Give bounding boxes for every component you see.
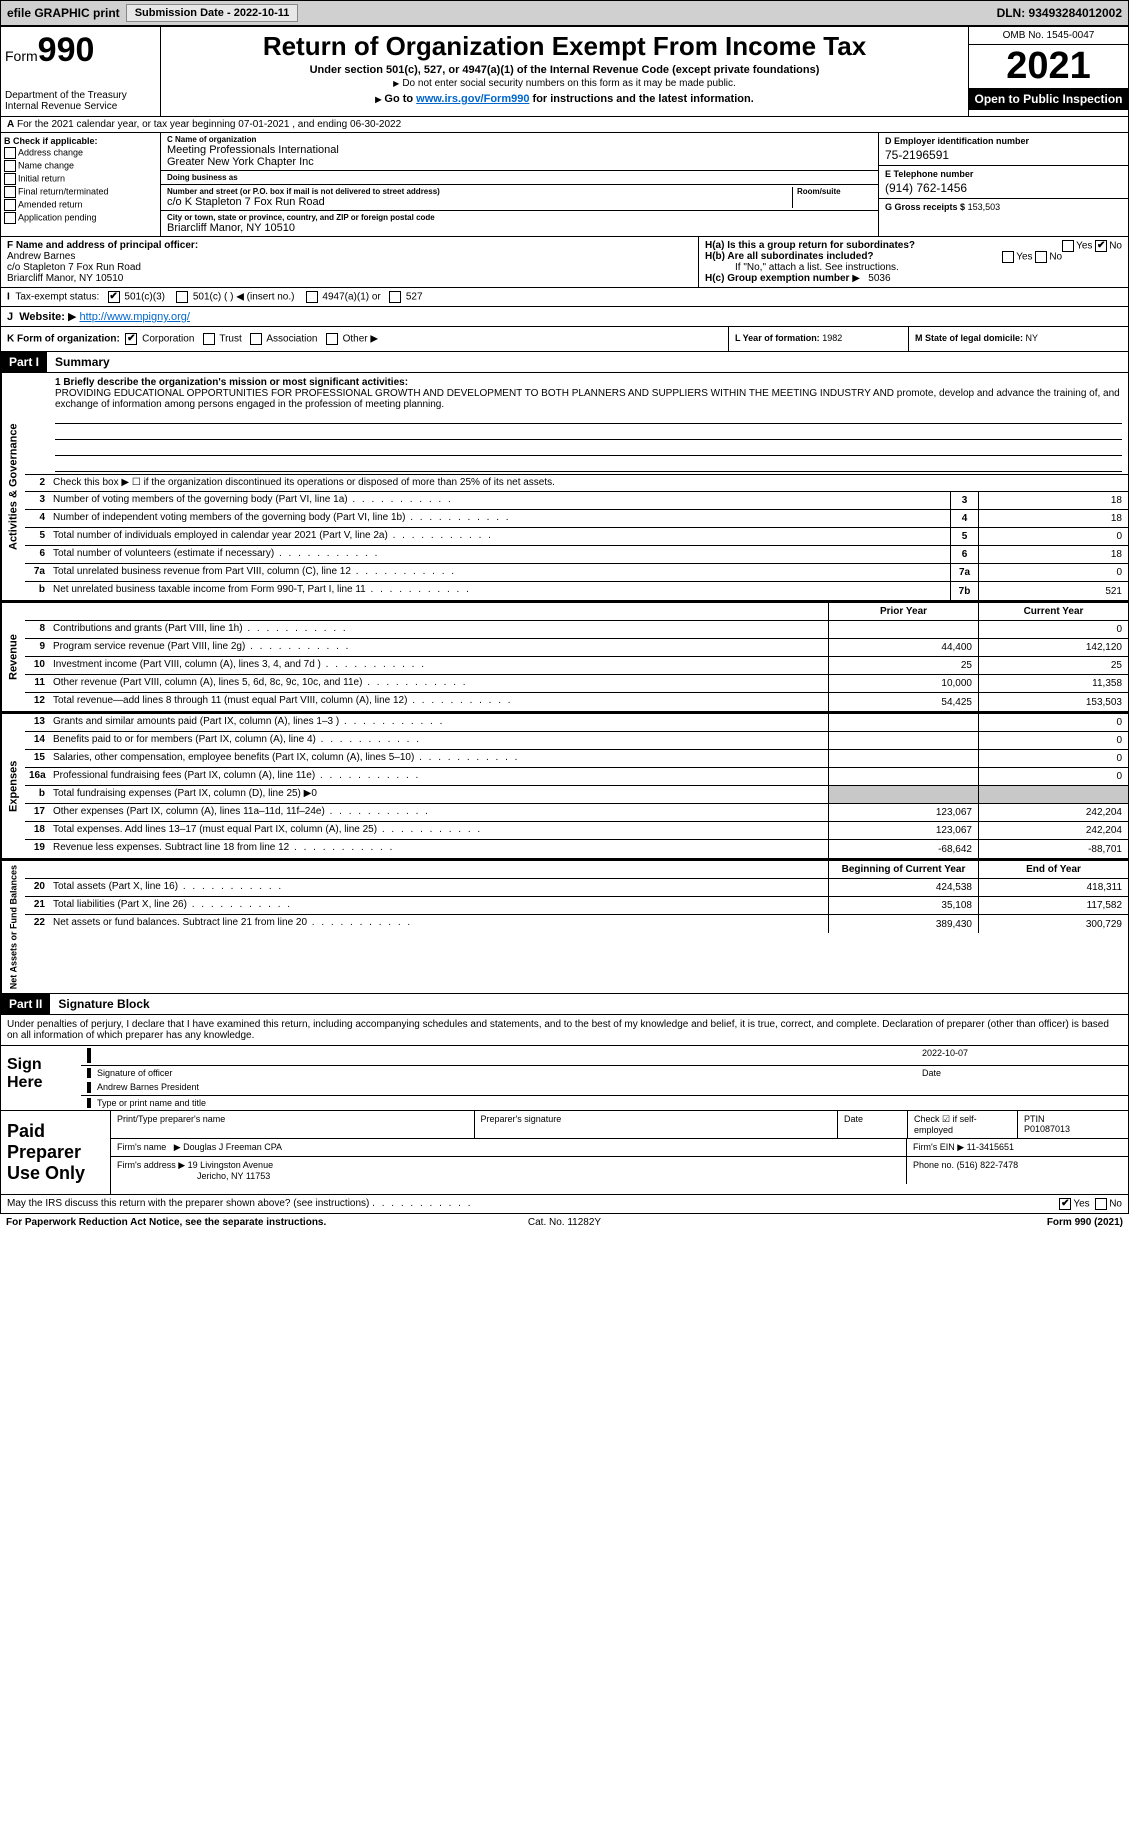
table-row: 19Revenue less expenses. Subtract line 1…	[25, 840, 1128, 858]
sign-here-block: Sign Here 2022-10-07 Signature of office…	[0, 1046, 1129, 1111]
paid-preparer-block: Paid Preparer Use Only Print/Type prepar…	[0, 1111, 1129, 1195]
submission-date-button[interactable]: Submission Date - 2022-10-11	[126, 4, 299, 22]
chk-amended-return[interactable]: Amended return	[4, 199, 157, 211]
sign-date: 2022-10-07	[922, 1048, 1122, 1063]
table-row: 13Grants and similar amounts paid (Part …	[25, 714, 1128, 732]
table-row: 7aTotal unrelated business revenue from …	[25, 564, 1128, 582]
irs-link[interactable]: www.irs.gov/Form990	[416, 93, 529, 105]
table-row: 16aProfessional fundraising fees (Part I…	[25, 768, 1128, 786]
ptin: P01087013	[1024, 1124, 1070, 1134]
year-formation: 1982	[822, 333, 842, 343]
table-row: 8Contributions and grants (Part VIII, li…	[25, 621, 1128, 639]
row-f-h: F Name and address of principal officer:…	[0, 237, 1129, 288]
table-row: 5Total number of individuals employed in…	[25, 528, 1128, 546]
chk-final-return[interactable]: Final return/terminated	[4, 186, 157, 198]
officer-addr1: c/o Stapleton 7 Fox Run Road	[7, 262, 692, 273]
table-row: 14Benefits paid to or for members (Part …	[25, 732, 1128, 750]
firm-name: Douglas J Freeman CPA	[183, 1142, 282, 1152]
col-c-org-info: C Name of organization Meeting Professio…	[161, 133, 878, 236]
table-row: 17Other expenses (Part IX, column (A), l…	[25, 804, 1128, 822]
discuss-line: May the IRS discuss this return with the…	[0, 1195, 1129, 1214]
table-row: 15Salaries, other compensation, employee…	[25, 750, 1128, 768]
vtab-revenue: Revenue	[1, 603, 25, 711]
state-domicile: NY	[1026, 333, 1039, 343]
form-subtitle: Under section 501(c), 527, or 4947(a)(1)…	[171, 64, 958, 76]
form-header: Form990 Department of the Treasury Inter…	[0, 26, 1129, 117]
chk-initial-return[interactable]: Initial return	[4, 173, 157, 185]
omb-number: OMB No. 1545-0047	[969, 27, 1128, 45]
dept-irs: Internal Revenue Service	[5, 101, 156, 112]
table-row: 18Total expenses. Add lines 13–17 (must …	[25, 822, 1128, 840]
vtab-netassets: Net Assets or Fund Balances	[1, 861, 25, 993]
identity-block: B Check if applicable: Address change Na…	[0, 133, 1129, 237]
part2-header: Part IISignature Block	[0, 994, 1129, 1015]
ein: 75-2196591	[885, 148, 1122, 162]
table-row: 10Investment income (Part VIII, column (…	[25, 657, 1128, 675]
table-row: 20Total assets (Part X, line 16)424,5384…	[25, 879, 1128, 897]
telephone: (914) 762-1456	[885, 181, 1122, 195]
form-number: Form990	[5, 31, 156, 70]
chk-name-change[interactable]: Name change	[4, 160, 157, 172]
line2-text: Check this box ▶ ☐ if the organization d…	[49, 475, 1128, 491]
street-address: c/o K Stapleton 7 Fox Run Road	[167, 196, 792, 208]
firm-addr2: Jericho, NY 11753	[117, 1171, 270, 1181]
firm-addr1: 19 Livingston Avenue	[188, 1160, 273, 1170]
revenue-section: Revenue Prior Year Current Year 8Contrib…	[0, 601, 1129, 712]
row-j-website: J Website: ▶ http://www.mpigny.org/	[0, 307, 1129, 327]
dln-label: DLN: 93493284012002	[997, 6, 1122, 20]
table-row: 4Number of independent voting members of…	[25, 510, 1128, 528]
penalties-text: Under penalties of perjury, I declare th…	[0, 1015, 1129, 1046]
table-row: 21Total liabilities (Part X, line 26)35,…	[25, 897, 1128, 915]
row-k-l-m: K Form of organization: ✔ Corporation Tr…	[0, 327, 1129, 352]
part1-header: Part ISummary	[0, 352, 1129, 373]
chk-application-pending[interactable]: Application pending	[4, 212, 157, 224]
firm-phone: (516) 822-7478	[957, 1160, 1019, 1170]
form-title: Return of Organization Exempt From Incom…	[171, 31, 958, 62]
officer-addr2: Briarcliff Manor, NY 10510	[7, 273, 692, 284]
vtab-governance: Activities & Governance	[1, 373, 25, 600]
officer-name: Andrew Barnes	[7, 251, 692, 262]
website-link[interactable]: http://www.mpigny.org/	[79, 311, 189, 323]
efile-label: efile GRAPHIC print	[7, 6, 120, 20]
col-d-ein: D Employer identification number 75-2196…	[878, 133, 1128, 236]
city-state-zip: Briarcliff Manor, NY 10510	[167, 222, 872, 234]
table-row: 9Program service revenue (Part VIII, lin…	[25, 639, 1128, 657]
netassets-section: Net Assets or Fund Balances Beginning of…	[0, 859, 1129, 994]
mission-text: PROVIDING EDUCATIONAL OPPORTUNITIES FOR …	[55, 388, 1122, 410]
top-bar: efile GRAPHIC print Submission Date - 20…	[0, 0, 1129, 26]
table-row: 11Other revenue (Part VIII, column (A), …	[25, 675, 1128, 693]
officer-print-name: Andrew Barnes President	[87, 1082, 1122, 1093]
table-row: bTotal fundraising expenses (Part IX, co…	[25, 786, 1128, 804]
line-a: A For the 2021 calendar year, or tax yea…	[0, 117, 1129, 133]
bottom-line: For Paperwork Reduction Act Notice, see …	[0, 1214, 1129, 1231]
vtab-expenses: Expenses	[1, 714, 25, 858]
table-row: 22Net assets or fund balances. Subtract …	[25, 915, 1128, 933]
gross-receipts: 153,503	[968, 202, 1001, 212]
group-exemption: 5036	[868, 273, 890, 284]
table-row: 6Total number of volunteers (estimate if…	[25, 546, 1128, 564]
table-row: 3Number of voting members of the governi…	[25, 492, 1128, 510]
expenses-section: Expenses 13Grants and similar amounts pa…	[0, 712, 1129, 859]
governance-section: Activities & Governance 1 Briefly descri…	[0, 373, 1129, 601]
col-b-checkboxes: B Check if applicable: Address change Na…	[1, 133, 161, 236]
chk-address-change[interactable]: Address change	[4, 147, 157, 159]
row-i-tax-status: I Tax-exempt status: ✔ 501(c)(3) 501(c) …	[0, 288, 1129, 307]
table-row: 12Total revenue—add lines 8 through 11 (…	[25, 693, 1128, 711]
tax-year: 2021	[969, 45, 1128, 88]
table-row: bNet unrelated business taxable income f…	[25, 582, 1128, 600]
instructions-link-line: Go to www.irs.gov/Form990 for instructio…	[171, 93, 958, 105]
open-inspection: Open to Public Inspection	[969, 88, 1128, 110]
dept-treasury: Department of the Treasury	[5, 90, 156, 101]
firm-ein: 11-3415651	[967, 1142, 1014, 1152]
ssn-note: Do not enter social security numbers on …	[171, 78, 958, 89]
org-name: Meeting Professionals International Grea…	[167, 144, 872, 168]
